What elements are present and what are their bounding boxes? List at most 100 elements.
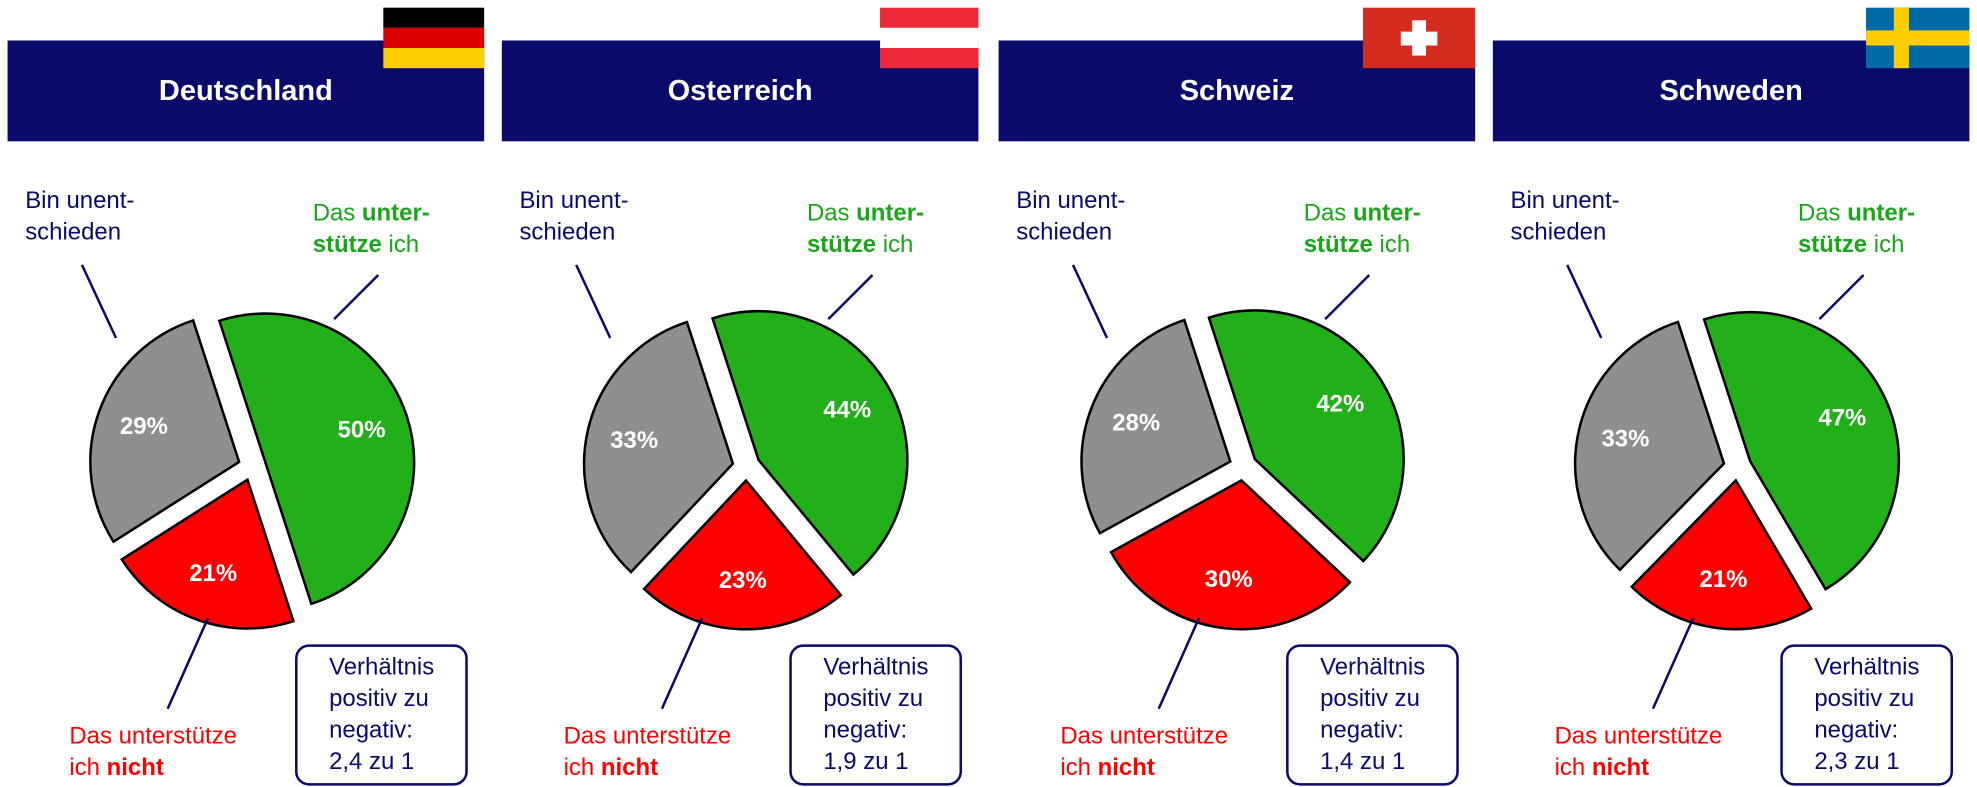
category-label: Bin unent- — [1016, 187, 1125, 214]
category-label: stütze ich — [313, 231, 419, 258]
category-label: Das unterstütze — [1060, 723, 1228, 750]
label-part: Das unterstütze — [69, 723, 237, 750]
pie-slice — [1702, 310, 1901, 591]
flag-cross — [1866, 30, 1970, 46]
label-part: Das — [313, 200, 362, 227]
leader-line — [1157, 617, 1201, 710]
slice-label: 28% — [1112, 410, 1160, 437]
note-box — [789, 644, 963, 786]
slice-label: 33% — [610, 427, 658, 454]
label-part: ich — [1867, 231, 1904, 258]
category-label: Das unter- — [1798, 200, 1915, 227]
chart-title: Schweden — [1659, 75, 1802, 107]
note-line: Verhältnis — [1814, 654, 1919, 681]
leader-line — [660, 617, 704, 710]
slice-label: 30% — [1205, 566, 1253, 593]
note-line: 2,4 zu 1 — [329, 748, 414, 775]
slice-label: 47% — [1818, 405, 1866, 432]
note-line: positiv zu — [823, 685, 923, 712]
category-label: schieden — [519, 219, 615, 246]
category-label: Das unterstütze — [69, 723, 237, 750]
category-label: ich nicht — [1555, 755, 1649, 782]
note-line: 1,4 zu 1 — [1320, 748, 1405, 775]
label-part: Bin unent- — [1510, 187, 1619, 214]
note-box — [295, 644, 468, 786]
chart-title: Schweiz — [1180, 75, 1294, 107]
pie-slice — [120, 477, 296, 630]
slice-label: 44% — [823, 397, 871, 424]
leader-line — [827, 274, 874, 321]
label-part: schieden — [25, 219, 121, 246]
pie-slice — [582, 320, 735, 574]
note-line: positiv zu — [1814, 685, 1914, 712]
label-part: Das unterstütze — [1060, 723, 1228, 750]
note-line: negativ: — [1814, 717, 1898, 744]
note-line: negativ: — [329, 717, 413, 744]
category-label: Bin unent- — [25, 187, 134, 214]
category-label: ich nicht — [69, 755, 163, 782]
note-box — [1286, 644, 1459, 786]
category-label: stütze ich — [1304, 231, 1410, 258]
note-line: negativ: — [823, 717, 907, 744]
flag-cross — [1400, 31, 1438, 46]
note-line: Verhältnis — [1320, 654, 1425, 681]
label-part: ich — [382, 231, 419, 258]
label-part: Bin unent- — [519, 187, 628, 214]
chart-title: Osterreich — [668, 75, 813, 107]
slice-label: 29% — [120, 413, 168, 440]
label-part: nicht — [1098, 755, 1155, 782]
label-part: stütze — [313, 231, 382, 258]
label-part: Das — [1798, 200, 1847, 227]
note-line: 2,3 zu 1 — [1814, 748, 1899, 775]
pie-slice — [1629, 478, 1813, 631]
leader-line — [1324, 274, 1371, 321]
slice-label: 50% — [338, 416, 386, 443]
slice-label: 21% — [189, 560, 237, 587]
label-part: schieden — [1016, 219, 1112, 246]
leader-line — [1818, 274, 1865, 321]
label-part: stütze — [1304, 231, 1373, 258]
note-line: Verhältnis — [329, 654, 434, 681]
label-part: schieden — [519, 219, 615, 246]
note-line: Verhältnis — [823, 654, 928, 681]
category-label: Das unter- — [1304, 200, 1421, 227]
label-part: stütze — [807, 231, 876, 258]
label-part: unter- — [1353, 200, 1421, 227]
flag-stripe — [383, 27, 485, 49]
label-part: unter- — [362, 200, 430, 227]
pie-slice — [1207, 309, 1405, 563]
label-part: nicht — [107, 755, 164, 782]
flag-stripe — [383, 7, 485, 28]
label-part: nicht — [601, 755, 658, 782]
panel: Deutschland 50% 21% 29% Das unter-stütze ich… — [7, 7, 485, 786]
label-part: unter- — [856, 200, 924, 227]
leader-line — [1651, 617, 1695, 710]
label-part: Das unterstütze — [564, 723, 732, 750]
category-label: schieden — [25, 219, 121, 246]
category-label: Das unterstütze — [564, 723, 732, 750]
category-label: ich nicht — [1060, 755, 1154, 782]
category-label: Bin unent- — [1510, 187, 1619, 214]
label-part: Das — [807, 200, 856, 227]
category-label: schieden — [1510, 219, 1606, 246]
category-label: ich nicht — [564, 755, 658, 782]
panel: Osterreich 44% 23% 33% Das unter-stütze ich D… — [501, 7, 979, 786]
leader-line — [80, 264, 118, 339]
pie-slice — [1080, 318, 1232, 535]
note-line: negativ: — [1320, 717, 1404, 744]
label-part: ich — [564, 755, 601, 782]
category-label: Das unter- — [313, 200, 430, 227]
label-part: Bin unent- — [1016, 187, 1125, 214]
flag-stripe — [880, 27, 979, 49]
label-part: schieden — [1510, 219, 1606, 246]
leader-line — [1071, 264, 1109, 339]
pie-slice — [1109, 478, 1352, 631]
leader-line — [333, 274, 380, 321]
pie-slice — [711, 309, 909, 577]
note-box — [1780, 644, 1954, 786]
panel: Schweiz 42% 30% 28% Das unter-stütze ich Das … — [998, 7, 1476, 786]
label-part: Bin unent- — [25, 187, 134, 214]
panel: Schweden 47% 21% 33% Das unter-stütze ich Das… — [1492, 7, 1970, 786]
label-part: unter- — [1847, 200, 1915, 227]
